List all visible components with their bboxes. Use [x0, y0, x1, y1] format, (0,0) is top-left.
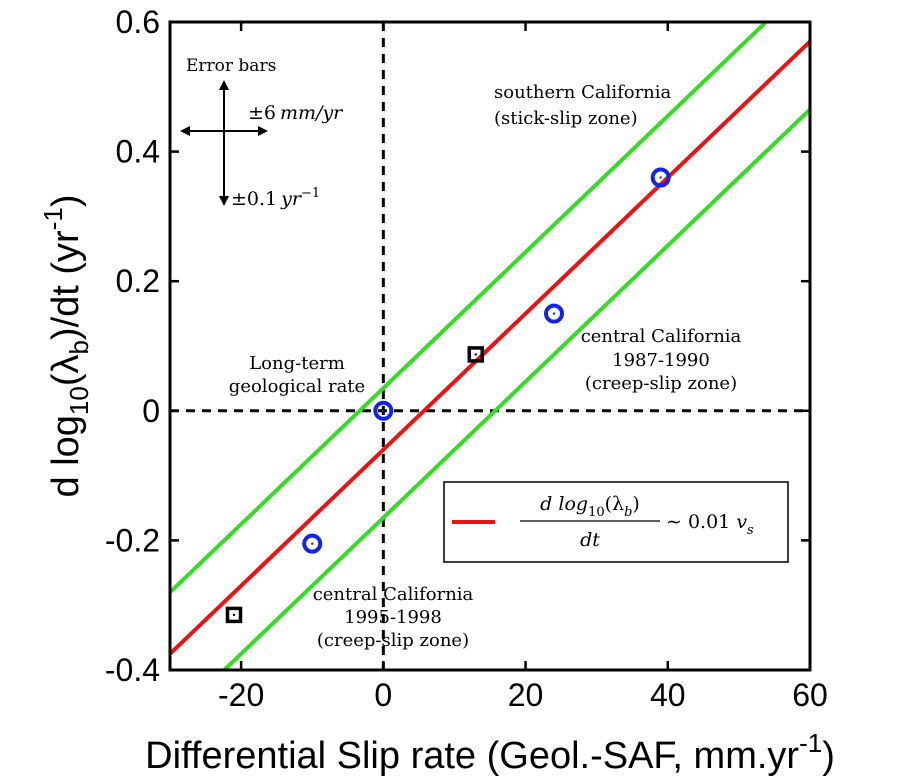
envelope-line-2: [221, 108, 810, 670]
x-tick-label-2: 20: [508, 677, 544, 713]
arrow-left-icon: [180, 126, 190, 136]
circle-point-center-4: [659, 176, 662, 179]
plot-frame: [168, 20, 812, 672]
circle-point-center-2: [382, 409, 385, 412]
envelope-line-1: [170, 22, 769, 594]
x-axis-label: Differential Slip rate (Geol.-SAF, mm.yr…: [145, 728, 835, 777]
y-tick-label-4: 0.4: [116, 134, 160, 170]
legend-box: [443, 481, 789, 563]
fit-line: [170, 39, 810, 656]
reference-lines: [170, 22, 810, 670]
error-bar-vertical-label: ±0.1 yr−1: [231, 186, 320, 210]
y-tick-label-0: -0.4: [105, 652, 160, 688]
error-bars-note: Error bars ±6 mm/yr ±0.1 yr−1: [180, 56, 344, 210]
circle-point-center-3: [552, 312, 556, 315]
x-tick-label-1: 0: [374, 677, 392, 713]
x-tick-label-0: -20: [218, 677, 264, 713]
annotation-central95-line2: 1995-1998: [344, 607, 442, 628]
square-point-center-1: [232, 613, 236, 617]
data-markers: [225, 167, 671, 624]
circle-point-2: [373, 400, 394, 421]
annotation-central95-line3: (creep-slip zone): [317, 630, 469, 651]
fit-lines: [170, 22, 810, 670]
circle-point-center-1: [311, 542, 314, 545]
legend-rhs: ∼ 0.01 vs: [666, 511, 754, 538]
y-tick-label-2: 0: [142, 393, 160, 429]
axis-ticks: -20 0 20 40 60 -0.4 -0.2 0 0.2 0.4 0.6: [105, 4, 828, 713]
annotation-central87-line3: (creep-slip zone): [585, 373, 737, 394]
arrow-up-icon: [219, 80, 229, 90]
square-point-2: [467, 346, 485, 363]
error-bar-horizontal-label: ±6 mm/yr: [248, 102, 344, 124]
annotation-central87-line2: 1987-1990: [612, 350, 710, 371]
arrow-right-icon: [258, 126, 268, 136]
legend: d log10(λb) dt ∼ 0.01 vs: [443, 481, 789, 563]
annotation-longterm-line1: Long-term: [249, 353, 345, 374]
arrow-down-icon: [219, 196, 229, 206]
legend-numerator: d log10(λb): [540, 493, 640, 520]
square-point-center-2: [474, 353, 477, 356]
annotation-southern-line2: (stick-slip zone): [494, 108, 638, 129]
error-bars-title: Error bars: [186, 56, 276, 76]
annotation-longterm: Long-term geological rate: [229, 353, 365, 397]
annotation-southern: southern California (stick-slip zone): [494, 82, 672, 129]
annotation-longterm-line2: geological rate: [229, 376, 365, 397]
annotation-central87: central California 1987-1990 (creep-slip…: [581, 326, 742, 394]
circle-point-1: [302, 533, 323, 554]
circle-point-4: [650, 167, 671, 188]
y-axis-label: d log10(λb)/dt (yr-1): [38, 194, 94, 497]
circle-point-3: [544, 303, 564, 324]
annotation-central95: central California 1995-1998 (creep-slip…: [313, 584, 474, 651]
square-point-1: [225, 606, 243, 624]
annotation-central87-line1: central California: [581, 326, 742, 347]
x-tick-label-3: 40: [650, 677, 686, 713]
annotation-central95-line1: central California: [313, 584, 474, 605]
x-tick-label-4: 60: [792, 677, 828, 713]
y-tick-label-1: -0.2: [105, 522, 160, 558]
y-tick-label-3: 0.2: [116, 263, 160, 299]
legend-denominator: dt: [580, 529, 600, 551]
y-tick-label-5: 0.6: [116, 4, 160, 40]
annotation-southern-line1: southern California: [494, 82, 672, 103]
